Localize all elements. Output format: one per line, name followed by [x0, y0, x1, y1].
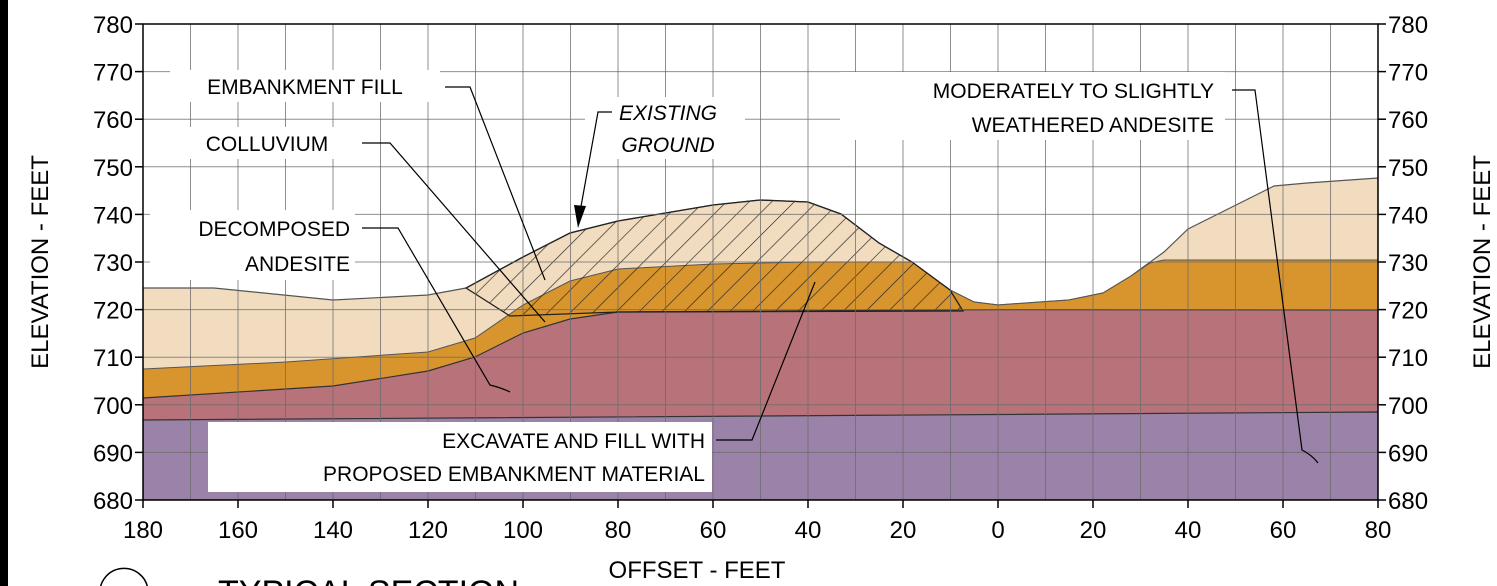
y-tick-label: 720 — [93, 298, 133, 325]
x-tick-label: 60 — [1270, 517, 1297, 544]
y-tick-label: 700 — [93, 393, 133, 420]
y-tick-label: 770 — [1388, 60, 1428, 87]
y-tick-label: 680 — [1388, 488, 1428, 515]
x-tick-label: 20 — [1080, 517, 1107, 544]
label-decomposed-andesite: ANDESITE — [245, 253, 350, 276]
label-box — [170, 70, 440, 102]
x-tick-label: 20 — [890, 517, 917, 544]
label-box — [208, 422, 712, 492]
y-tick-label: 780 — [1388, 12, 1428, 39]
label-box — [180, 127, 355, 159]
x-tick-label: 160 — [218, 517, 258, 544]
section-title: TYPICAL SECTION — [218, 574, 519, 586]
y-tick-label: 760 — [1388, 107, 1428, 134]
y-tick-label: 690 — [1388, 440, 1428, 467]
y-tick-label: 770 — [93, 60, 133, 87]
y-tick-label: 720 — [1388, 298, 1428, 325]
label-existing-ground: EXISTING — [619, 102, 717, 125]
x-tick-label: 60 — [700, 517, 727, 544]
leader-line — [362, 142, 546, 323]
leader-line — [716, 281, 816, 441]
label-box — [150, 210, 355, 280]
y-tick-label: 690 — [93, 440, 133, 467]
label-weathered-andesite: MODERATELY TO SLIGHTLY — [933, 80, 1214, 103]
y-tick-label: 710 — [1388, 345, 1428, 372]
label-weathered-andesite: WEATHERED ANDESITE — [972, 114, 1214, 137]
leader-line — [1232, 89, 1319, 464]
y-tick-label: 750 — [93, 155, 133, 182]
y-tick-label: 750 — [1388, 155, 1428, 182]
label-excavate: PROPOSED EMBANKMENT MATERIAL — [323, 463, 705, 486]
label-colluvium: COLLUVIUM — [206, 133, 329, 156]
y-tick-label: 680 — [93, 488, 133, 515]
arrow-head — [574, 205, 586, 228]
y-tick-label: 760 — [93, 107, 133, 134]
x-tick-label: 0 — [991, 517, 1004, 544]
y-axis-title: ELEVATION - FEET — [27, 155, 54, 369]
border-bar — [0, 0, 8, 586]
x-tick-label: 120 — [408, 517, 448, 544]
label-box — [840, 72, 1225, 140]
y-tick-label: 740 — [93, 202, 133, 229]
x-tick-label: 140 — [313, 517, 353, 544]
x-tick-label: 180 — [123, 517, 163, 544]
y-tick-label: 780 — [93, 12, 133, 39]
y-axis-title: ELEVATION - FEET — [1469, 155, 1496, 369]
x-tick-label: 80 — [1365, 517, 1392, 544]
x-tick-label: 100 — [503, 517, 543, 544]
leader-line — [579, 111, 612, 213]
x-tick-label: 40 — [1175, 517, 1202, 544]
y-tick-label: 740 — [1388, 202, 1428, 229]
label-excavate: EXCAVATE AND FILL WITH — [442, 430, 705, 453]
label-decomposed-andesite: DECOMPOSED — [198, 218, 350, 241]
leader-line — [362, 227, 511, 393]
section-symbol — [100, 567, 149, 586]
y-tick-label: 730 — [93, 250, 133, 277]
label-embankment-fill: EMBANKMENT FILL — [207, 76, 403, 99]
label-existing-ground: GROUND — [621, 134, 714, 157]
y-tick-label: 730 — [1388, 250, 1428, 277]
y-tick-label: 710 — [93, 345, 133, 372]
x-axis-title: OFFSET - FEET — [609, 557, 786, 584]
x-tick-label: 40 — [795, 517, 822, 544]
leader-line — [445, 86, 546, 281]
x-tick-label: 80 — [605, 517, 632, 544]
y-tick-label: 700 — [1388, 393, 1428, 420]
label-box — [585, 97, 745, 159]
